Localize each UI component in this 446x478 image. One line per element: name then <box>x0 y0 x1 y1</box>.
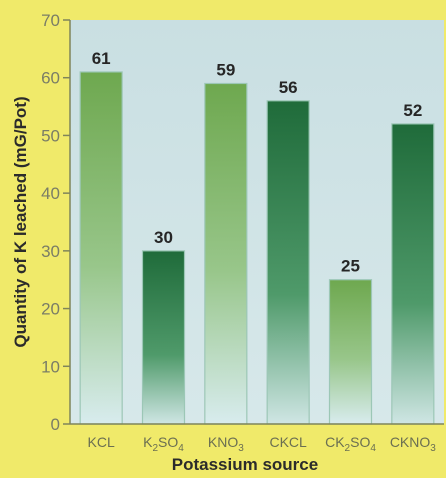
y-tick-label: 10 <box>41 357 60 376</box>
bar-value-label: 61 <box>92 49 111 68</box>
bar-value-label: 52 <box>403 101 422 120</box>
y-tick-label: 30 <box>41 242 60 261</box>
y-tick-label: 50 <box>41 126 60 145</box>
bar-value-label: 25 <box>341 257 360 276</box>
bars-group: 61 30 59 56 25 52 <box>79 49 435 425</box>
x-tick-label: CK2SO4 <box>325 434 376 454</box>
x-axis: KCL K2SO4 KNO3 CKCL CK2SO4 CKNO3 <box>70 423 444 454</box>
y-tick-label: 40 <box>41 184 60 203</box>
x-tick-label: KCL <box>88 434 115 450</box>
y-tick-label: 0 <box>51 415 60 434</box>
bar-value-label: 56 <box>279 78 298 97</box>
bar <box>391 123 435 425</box>
bar <box>266 100 310 425</box>
y-axis-title: Quantity of K leached (mG/Pot) <box>11 96 30 347</box>
bar <box>141 250 186 425</box>
bar <box>328 279 373 425</box>
y-tick-label: 70 <box>41 11 60 30</box>
bar-value-label: 30 <box>154 228 173 247</box>
x-tick-label: KNO3 <box>208 434 244 454</box>
x-tick-label: CKCL <box>269 434 307 450</box>
bar-value-label: 59 <box>216 60 235 79</box>
bar <box>79 71 123 425</box>
plot-area <box>70 20 444 424</box>
bar <box>204 82 248 425</box>
x-tick-label: K2SO4 <box>143 434 184 454</box>
y-tick-label: 60 <box>41 69 60 88</box>
y-tick-label: 20 <box>41 300 60 319</box>
x-tick-label: CKNO3 <box>390 434 436 454</box>
y-axis: 0 10 20 30 40 50 60 70 <box>41 11 71 434</box>
x-axis-title: Potassium source <box>172 455 318 474</box>
